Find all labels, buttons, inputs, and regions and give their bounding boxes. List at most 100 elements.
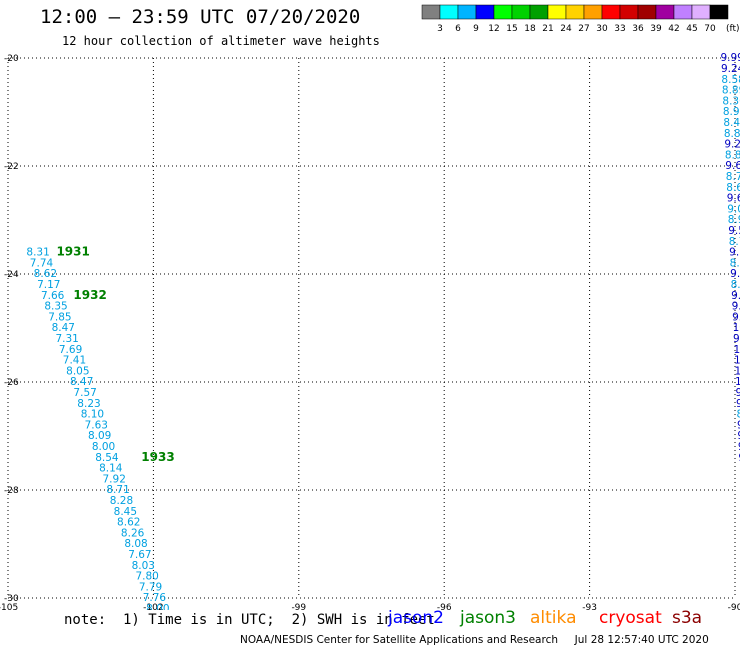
wave-height-label: 10.14 <box>735 376 740 388</box>
wave-height-label: 9.99 <box>720 52 740 64</box>
chart-subtitle: 12 hour collection of altimeter wave hei… <box>62 34 380 48</box>
wave-height-label: 8.23 <box>77 398 100 410</box>
wave-height-label: 8.28 <box>110 495 133 507</box>
y-tick-label: -20 <box>4 54 19 64</box>
time-label: 1933 <box>141 450 174 464</box>
wave-height-label: 8.05 <box>66 365 89 377</box>
wave-height-label: 9.71 <box>736 398 740 410</box>
colorbar-tick-label: 45 <box>686 24 697 34</box>
wave-height-label: 7.31 <box>55 333 78 345</box>
wave-height-label: 7.92 <box>103 473 126 485</box>
time-label: 1932 <box>73 288 106 302</box>
wave-height-label: 9.26 <box>729 247 740 259</box>
colorbar-tick-label: 3 <box>437 24 443 34</box>
colorbar-tick-label: 12 <box>488 24 499 34</box>
x-tick-label: -99 <box>291 603 306 610</box>
colorbar-tick-label: 36 <box>632 24 644 34</box>
wave-height-label: 8.47 <box>52 322 75 334</box>
wave-height-label: 7.76 <box>143 592 167 604</box>
wave-height-label: 8.90 <box>728 214 740 226</box>
wave-height-label: 7.66 <box>41 290 65 302</box>
wave-height-label: 9.03 <box>732 301 740 313</box>
wave-height-label: 7.57 <box>73 387 96 399</box>
wave-height-label: 8.58 <box>721 74 740 86</box>
wave-height-label: 9.94 <box>738 452 740 464</box>
wave-height-label: 8.89 <box>722 85 740 97</box>
wave-height-label: 8.26 <box>121 527 145 539</box>
legend-jason3: jason3 <box>460 608 516 628</box>
colorbar-tick-label: 18 <box>524 24 536 34</box>
wave-height-label: 9.22 <box>724 139 740 151</box>
wave-height-label: 8.77 <box>726 171 740 183</box>
wave-height-label: 9.68 <box>727 193 740 205</box>
wave-height-label: 10.0 <box>739 463 740 475</box>
wave-height-label: 7.80 <box>135 571 158 583</box>
wave-height-label: 9.69 <box>737 419 740 431</box>
wave-height-label: 9.86 <box>735 387 740 399</box>
wave-height-label: 8.35 <box>44 301 67 313</box>
colorbar-tick-label: 9 <box>473 24 479 34</box>
legend-jason2: jason2 <box>388 608 444 628</box>
colorbar-tick-label: 33 <box>614 24 625 34</box>
x-tick-label: -105 <box>0 603 18 610</box>
wave-height-label: 9.64 <box>733 333 740 345</box>
wave-height-label: 10.14 <box>734 355 740 367</box>
wave-height-label: 7.79 <box>139 581 162 593</box>
wave-height-label: 9.23 <box>731 290 740 302</box>
footer-credit: NOAA/NESDIS Center for Satellite Applica… <box>240 634 709 646</box>
wave-height-label: 8.86 <box>725 149 740 161</box>
wave-height-label: 10.67 <box>734 344 740 356</box>
legend-cryosat: cryosat <box>599 608 662 628</box>
wave-height-label: 8.09 <box>88 430 111 442</box>
wave-height-label: 8.10 <box>81 409 104 421</box>
wave-height-label: 8.47 <box>70 376 93 388</box>
wave-height-label: 9.57 <box>728 225 740 237</box>
wave-height-label: 8.40 <box>723 117 740 129</box>
colorbar-tick-label: 42 <box>668 24 679 34</box>
wave-height-label: 8.08 <box>124 538 147 550</box>
units-note: note: 1) Time is in UTC; 2) SWH is in fe… <box>64 612 435 628</box>
y-tick-label: -24 <box>4 270 19 280</box>
wave-height-label: 8.45 <box>114 506 137 518</box>
colorbar-tick-label: 30 <box>596 24 608 34</box>
wave-height-label: 8.78 <box>730 257 740 269</box>
colorbar-swatch <box>709 4 729 20</box>
wave-height-label: 10.18 <box>735 365 740 377</box>
y-tick-label: -22 <box>4 162 19 172</box>
wave-height-label: 7.17 <box>37 279 60 291</box>
wave-height-label: 8.71 <box>106 484 129 496</box>
wave-height-label: 8.14 <box>99 463 123 475</box>
x-tick-label: -93 <box>582 603 597 610</box>
colorbar-tick-label: 70 <box>704 24 716 34</box>
wave-height-label: 8.00 <box>146 603 169 610</box>
wave-height-label: 7.85 <box>48 311 71 323</box>
wave-height-label: 9.87 <box>730 268 740 280</box>
wave-height-label: 8.82 <box>724 128 740 140</box>
y-tick-label: -28 <box>4 486 19 496</box>
wave-height-label: 8.67 <box>726 182 740 194</box>
wave-height-label: 7.63 <box>85 419 108 431</box>
wave-height-label: 8.31 <box>26 247 49 259</box>
chart-title: 12:00 – 23:59 UTC 07/20/2020 <box>40 6 361 28</box>
legend-altika: altika <box>530 608 577 628</box>
wave-height-label: 8.90 <box>731 279 740 291</box>
y-tick-label: -30 <box>4 594 19 604</box>
wave-height-plot: -105 -102 -99 -96 -93 -90 -20 -22 -24 -26 -28 -30 8.… <box>0 52 740 610</box>
colorbar-tick-label: 21 <box>542 24 553 34</box>
y-tick-label: -26 <box>4 378 19 388</box>
wave-height-label: 8.36 <box>722 95 740 107</box>
wave-height-label: 9.62 <box>737 430 740 442</box>
colorbar-tick-label: 6 <box>455 24 461 34</box>
x-tick-label: -102 <box>143 603 163 610</box>
colorbar-unit: (ft) <box>726 24 740 34</box>
colorbar-tick-label: 24 <box>560 24 572 34</box>
colorbar-tick-label: 15 <box>506 24 517 34</box>
wave-height-label: 7.67 <box>128 549 151 561</box>
wave-height-label: 8.03 <box>132 560 155 572</box>
wave-height-label: 9.24 <box>721 63 740 75</box>
colorbar-tick-label: 27 <box>578 24 589 34</box>
legend-s3a: s3a <box>672 608 703 628</box>
wave-height-label: 9.74 <box>732 311 740 323</box>
wave-height-label: 8.62 <box>34 268 57 280</box>
wave-height-label: 8.73 <box>729 236 740 248</box>
